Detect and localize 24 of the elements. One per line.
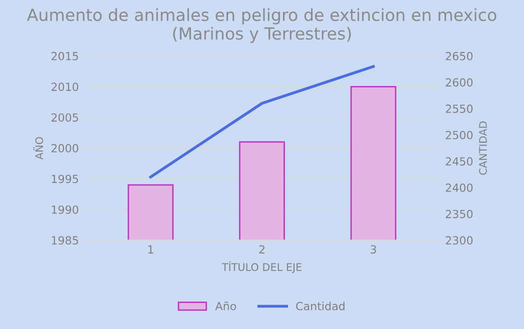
y2-tick-label: 2500 — [446, 130, 473, 140]
chart-title: Aumento de animales en peligro de extincion en mexico (Marinos y Terrestres) — [26, 8, 496, 44]
y-tick-label: 1985 — [52, 236, 78, 245]
y2-tick-label: 2300 — [446, 236, 473, 245]
y-tick-label: 2000 — [52, 144, 78, 152]
y-tick-label: 2015 — [52, 52, 78, 60]
y-axis-title: AÑO — [33, 137, 44, 160]
y2-tick-label: 2350 — [446, 210, 473, 218]
y-tick-label: 1995 — [52, 174, 78, 184]
y-tick-label: 2010 — [52, 82, 78, 92]
y2-tick-label: 2600 — [446, 78, 473, 87]
y2-axis-title: CANTIDAD — [479, 121, 487, 175]
y-tick-label: 2005 — [52, 113, 78, 122]
legend-label: Año — [215, 301, 236, 310]
y2-tick-label: 2650 — [446, 52, 473, 60]
legend-label: Cantidad — [296, 302, 344, 310]
x-axis-title: TÍTULO DEL EJE — [222, 261, 302, 273]
x-tick-label: 3 — [370, 245, 376, 254]
y2-tick-label: 2450 — [446, 157, 473, 166]
x-tick-label: 1 — [148, 245, 154, 254]
x-tick-label: 2 — [259, 245, 264, 254]
y2-tick-label: 2550 — [446, 104, 473, 113]
y-tick-label: 1990 — [52, 205, 78, 214]
y2-tick-label: 2400 — [446, 184, 473, 192]
